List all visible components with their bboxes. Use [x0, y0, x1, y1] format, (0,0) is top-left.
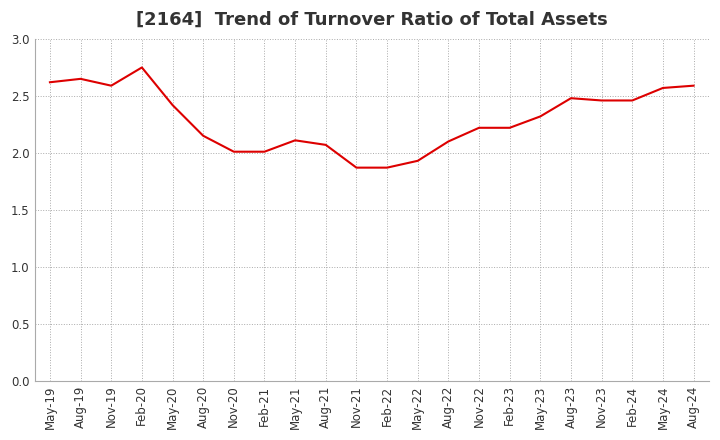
- Title: [2164]  Trend of Turnover Ratio of Total Assets: [2164] Trend of Turnover Ratio of Total …: [136, 11, 608, 29]
